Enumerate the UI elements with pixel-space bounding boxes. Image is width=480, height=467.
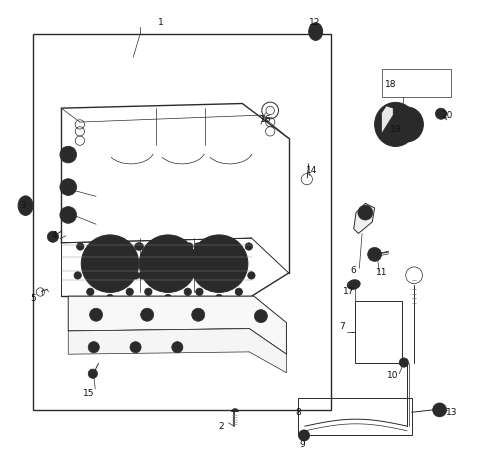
- Circle shape: [245, 243, 252, 250]
- Circle shape: [130, 342, 141, 353]
- Polygon shape: [68, 296, 287, 354]
- Text: 19: 19: [390, 125, 401, 134]
- Ellipse shape: [374, 102, 417, 147]
- Text: 5: 5: [31, 294, 36, 303]
- Circle shape: [81, 235, 139, 292]
- Bar: [355, 301, 402, 363]
- Text: 17: 17: [343, 287, 355, 296]
- Ellipse shape: [348, 280, 360, 290]
- Text: 16: 16: [260, 115, 271, 124]
- Text: 9: 9: [300, 440, 306, 449]
- Polygon shape: [68, 329, 287, 373]
- Circle shape: [196, 288, 203, 296]
- Text: 11: 11: [376, 269, 387, 277]
- Circle shape: [164, 294, 172, 302]
- Bar: [298, 398, 412, 435]
- Circle shape: [184, 288, 192, 296]
- Circle shape: [254, 310, 267, 323]
- Text: 14: 14: [306, 166, 318, 175]
- Circle shape: [91, 244, 130, 283]
- Circle shape: [60, 179, 77, 195]
- Text: 20: 20: [441, 111, 452, 120]
- Circle shape: [368, 248, 382, 262]
- Circle shape: [141, 308, 154, 321]
- Circle shape: [248, 272, 255, 279]
- Circle shape: [399, 358, 408, 367]
- Circle shape: [216, 294, 223, 302]
- Circle shape: [100, 254, 120, 274]
- Circle shape: [60, 146, 77, 163]
- Ellipse shape: [400, 117, 414, 132]
- Circle shape: [88, 342, 99, 353]
- Circle shape: [139, 272, 146, 279]
- Text: 18: 18: [385, 80, 396, 90]
- Circle shape: [139, 235, 197, 292]
- Circle shape: [358, 205, 373, 220]
- Text: 6: 6: [351, 266, 357, 275]
- Text: 12: 12: [309, 18, 320, 27]
- Text: 4: 4: [51, 231, 57, 241]
- Text: 13: 13: [445, 408, 457, 417]
- Circle shape: [172, 342, 183, 353]
- Circle shape: [158, 254, 178, 274]
- Circle shape: [132, 272, 140, 279]
- Polygon shape: [354, 203, 374, 234]
- Circle shape: [86, 288, 94, 296]
- Circle shape: [88, 369, 97, 378]
- Circle shape: [209, 254, 229, 274]
- Ellipse shape: [391, 107, 423, 142]
- Polygon shape: [382, 106, 393, 134]
- Circle shape: [148, 244, 188, 283]
- Circle shape: [299, 430, 310, 441]
- Circle shape: [76, 243, 84, 250]
- Text: 3: 3: [20, 201, 25, 210]
- Circle shape: [106, 294, 114, 302]
- Circle shape: [134, 243, 142, 250]
- Circle shape: [126, 288, 133, 296]
- Circle shape: [197, 272, 204, 279]
- Circle shape: [136, 243, 144, 250]
- Ellipse shape: [18, 196, 33, 215]
- Circle shape: [432, 403, 446, 417]
- Bar: [382, 69, 451, 97]
- Text: 10: 10: [387, 371, 399, 380]
- Text: 1: 1: [158, 18, 164, 27]
- Circle shape: [235, 288, 242, 296]
- Circle shape: [60, 206, 77, 223]
- Text: 7: 7: [339, 322, 345, 331]
- Text: 8: 8: [295, 408, 301, 417]
- Ellipse shape: [396, 112, 419, 137]
- Circle shape: [192, 308, 204, 321]
- Circle shape: [200, 244, 239, 283]
- Circle shape: [186, 243, 193, 250]
- Circle shape: [194, 243, 202, 250]
- Circle shape: [74, 272, 82, 279]
- Ellipse shape: [309, 23, 323, 40]
- Text: 2: 2: [218, 422, 224, 431]
- Text: 15: 15: [84, 389, 95, 398]
- Circle shape: [90, 308, 103, 321]
- Circle shape: [435, 108, 446, 119]
- Circle shape: [183, 272, 191, 279]
- Circle shape: [144, 288, 152, 296]
- Circle shape: [191, 235, 248, 292]
- Circle shape: [48, 231, 59, 242]
- Bar: [34, 34, 331, 410]
